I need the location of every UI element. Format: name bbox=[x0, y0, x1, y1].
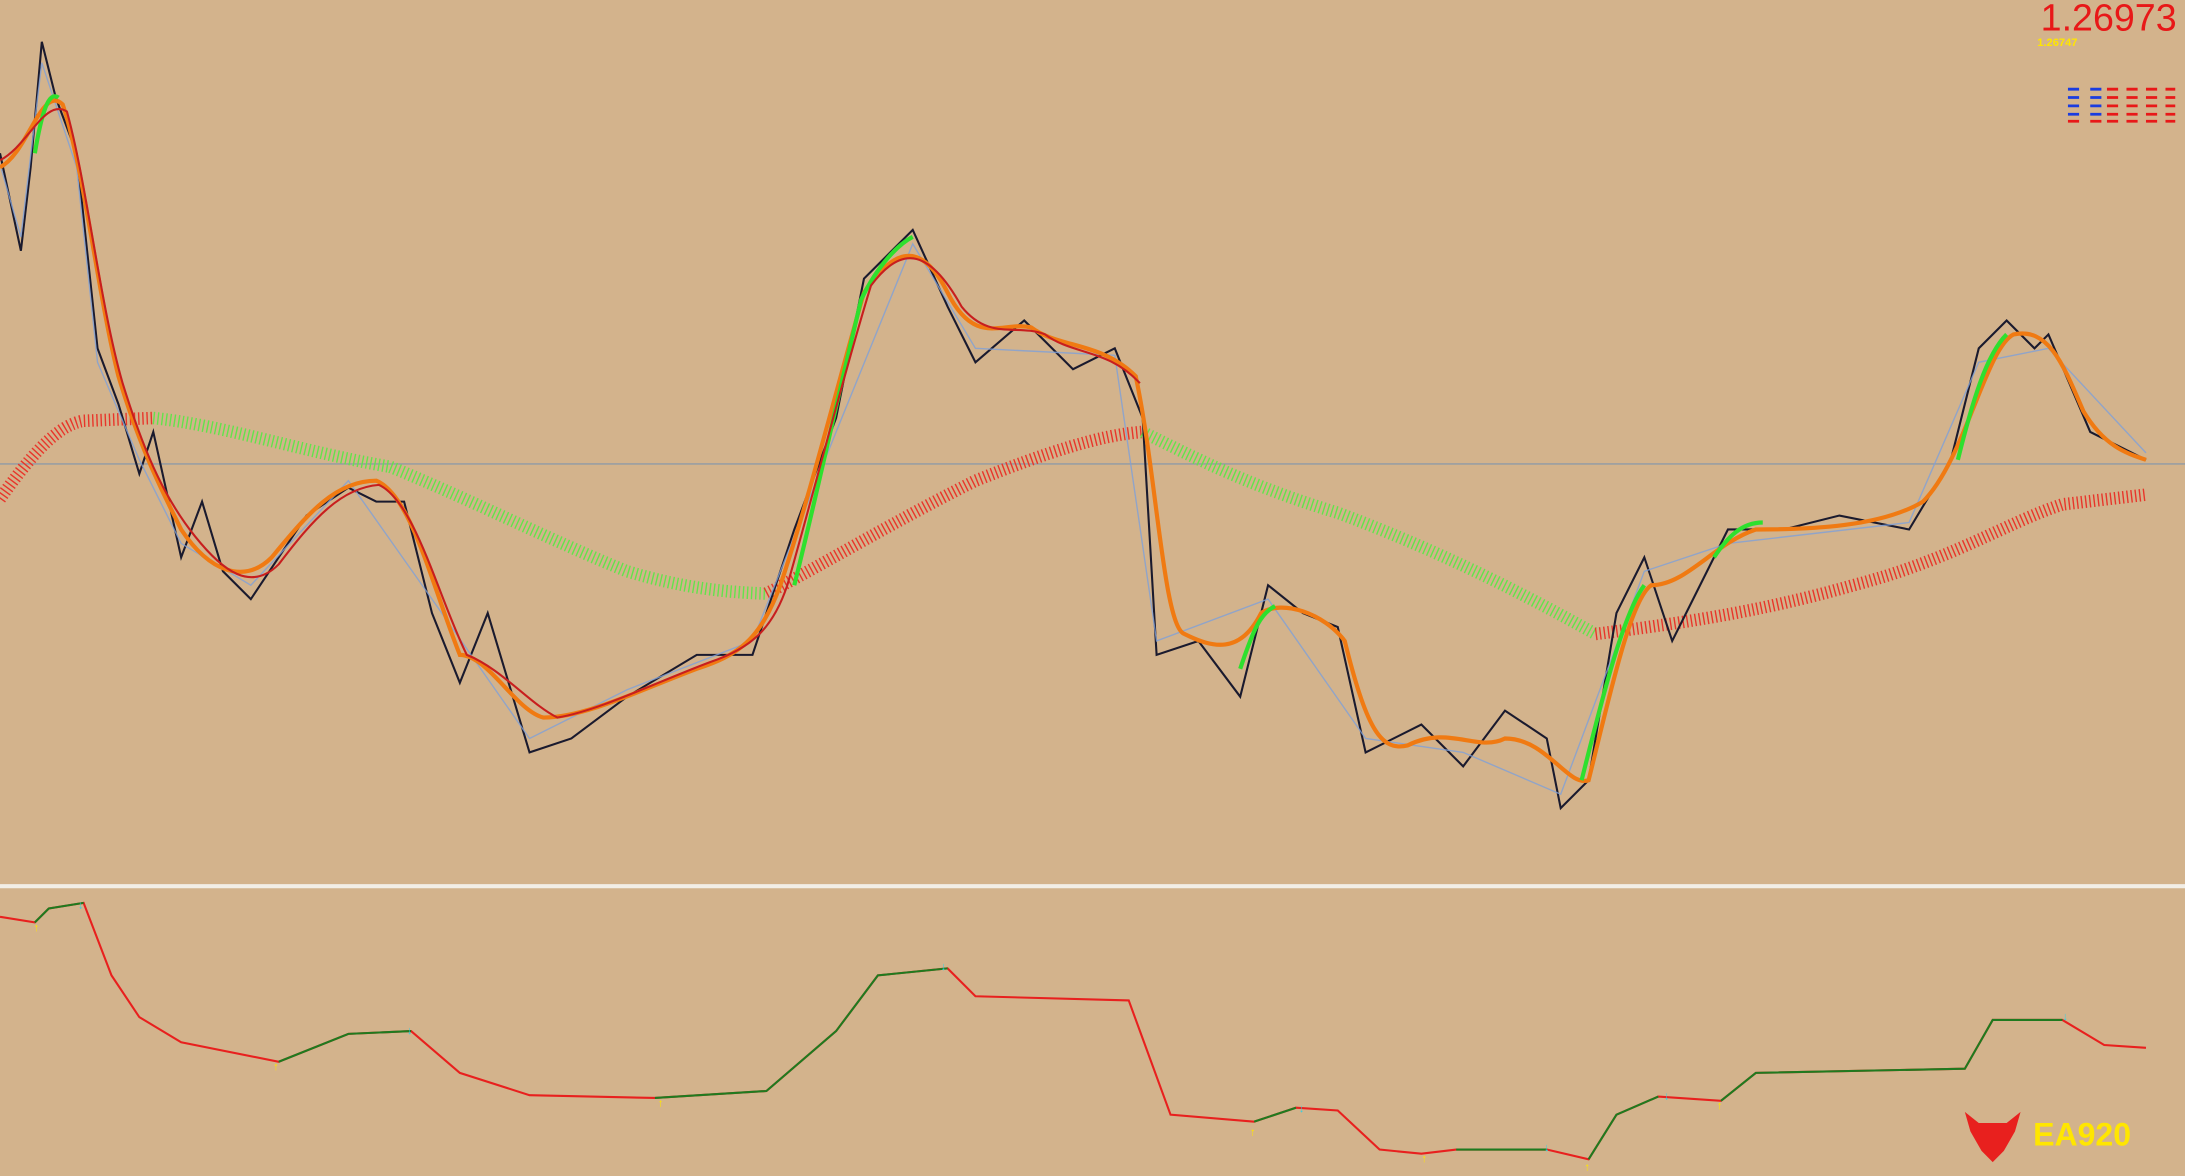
arrow-up: ↑ bbox=[33, 922, 39, 934]
arrow-up: ↑ bbox=[658, 1097, 664, 1109]
logo-text: EA920 bbox=[2033, 1116, 2131, 1152]
arrow-down: ↓ bbox=[1664, 1090, 1670, 1102]
ribbon-up bbox=[0, 411, 154, 503]
arrow-up: ↑ bbox=[273, 1061, 279, 1073]
arrow-down: ↓ bbox=[1299, 1103, 1305, 1115]
current-price: 1.26973 bbox=[2041, 0, 2177, 39]
arrow-down: ↓ bbox=[78, 899, 84, 911]
arrow-down: ↓ bbox=[2062, 1011, 2068, 1023]
arrow-down: ↓ bbox=[941, 961, 947, 973]
arrow-up: ↑ bbox=[1250, 1127, 1256, 1139]
long-ma-ribbon bbox=[0, 411, 2147, 641]
arrow-down: ↓ bbox=[1544, 1142, 1550, 1154]
arrow-up: ↑ bbox=[1584, 1161, 1590, 1173]
secondary-price: 1.26747 bbox=[2037, 37, 2077, 49]
logo: EA920 bbox=[1964, 1111, 2131, 1163]
price-line-shadow bbox=[0, 62, 2147, 796]
ribbon-up bbox=[763, 425, 1144, 600]
fast-ma-green bbox=[32, 94, 2009, 781]
arrow-up: ↑ bbox=[1717, 1100, 1723, 1112]
price-line bbox=[0, 41, 2147, 811]
logo-mark bbox=[1964, 1111, 2021, 1163]
indicator-arrows: ↑ ↓ ↑ ↓ ↑ ↓ ↑ ↓ ↑ ↓ ↑ ↓ ↑ ↓ bbox=[33, 899, 2067, 1173]
ribbon-down bbox=[1139, 426, 1599, 640]
arrow-down: ↓ bbox=[407, 1025, 413, 1037]
arrow-up: ↑ bbox=[1421, 1153, 1427, 1165]
strength-grid bbox=[2067, 87, 2176, 123]
indicator-rising bbox=[34, 901, 2063, 1160]
ribbon-down bbox=[152, 411, 767, 600]
slow-ma-red bbox=[0, 108, 1141, 719]
